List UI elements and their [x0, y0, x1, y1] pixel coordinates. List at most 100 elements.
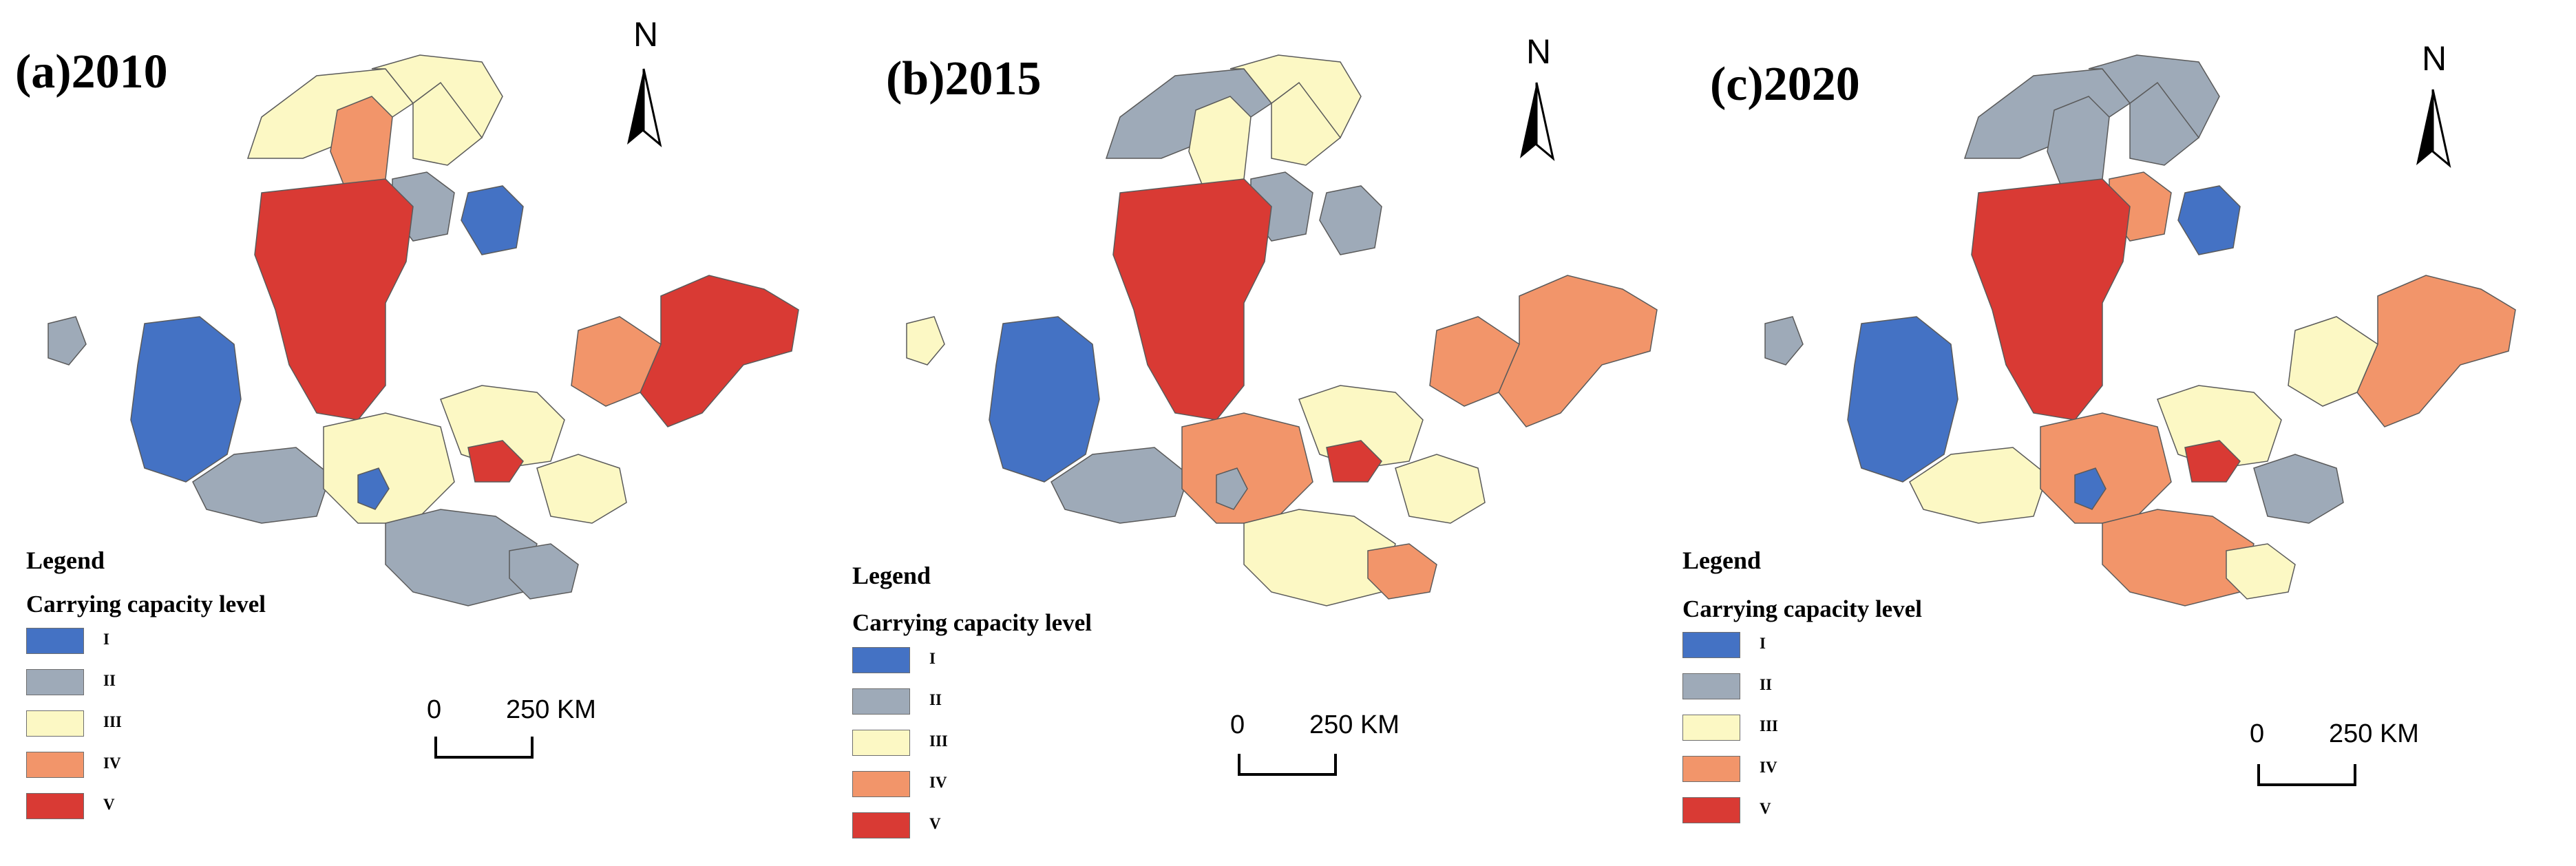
- north-arrow: [627, 68, 662, 147]
- region-central-big: [1971, 178, 2131, 421]
- scale-bar: [1238, 754, 1337, 776]
- map-panel-2020: (c)2020 N Legend Carrying capacity level…: [1682, 0, 2575, 866]
- swatch-ii: [26, 669, 84, 695]
- region-southeast-tail: [2253, 454, 2344, 524]
- legend-label-ii: II: [103, 672, 116, 689]
- swatch-v: [1682, 797, 1740, 823]
- map-panel-2010: (a)2010 N Legend Carrying capacity level…: [0, 0, 858, 866]
- north-label: N: [2422, 39, 2447, 78]
- north-label: N: [633, 15, 659, 54]
- scale-label-distance: 250 KM: [1309, 710, 1400, 739]
- region-central-big: [1112, 178, 1272, 421]
- swatch-iii: [852, 730, 910, 756]
- region-ne-corner: [1319, 185, 1382, 255]
- map-canvas: [906, 54, 1658, 776]
- legend-label-iii: III: [103, 713, 122, 730]
- panel-title: (b)2015: [886, 52, 1042, 105]
- north-arrow: [2416, 89, 2451, 168]
- legend-label-iii: III: [1760, 717, 1778, 735]
- legend-label-v: V: [103, 796, 115, 813]
- map-panel-2015: (b)2015 N Legend Carrying capacity level…: [852, 0, 1717, 866]
- map-canvas: [1764, 54, 2516, 786]
- legend-label-i: I: [103, 631, 109, 648]
- region-southwest: [192, 447, 331, 524]
- legend-label-iii: III: [929, 732, 948, 750]
- region-north-tall: [1188, 96, 1252, 187]
- region-se-small: [1367, 543, 1437, 600]
- swatch-i: [26, 628, 84, 654]
- legend-label-v: V: [1760, 800, 1771, 817]
- swatch-iii: [1682, 715, 1740, 741]
- region-east-inner: [1429, 316, 1520, 407]
- region-east-inner: [2288, 316, 2378, 407]
- map-canvas: [47, 54, 799, 759]
- regions-group: [1764, 54, 2516, 606]
- swatch-iii: [26, 710, 84, 737]
- panel-title: (c)2020: [1710, 58, 1860, 111]
- region-southwest: [1909, 447, 2048, 524]
- region-southeast-tail: [536, 454, 627, 524]
- swatch-iv: [1682, 756, 1740, 782]
- swatch-i: [852, 647, 910, 673]
- region-tiny-blue: [1216, 467, 1248, 510]
- region-southeast-tail: [1395, 454, 1486, 524]
- region-north-peak: [1229, 54, 1362, 139]
- region-west-island: [1764, 316, 1804, 366]
- legend-label-ii: II: [929, 691, 942, 708]
- north-arrow: [1520, 82, 1555, 161]
- region-west-big: [130, 316, 242, 483]
- scale-label-zero: 0: [427, 695, 442, 724]
- scale-bar: [2257, 764, 2356, 786]
- swatch-iv: [852, 771, 910, 797]
- region-tiny-blue: [357, 467, 390, 510]
- swatch-v: [26, 793, 84, 819]
- region-central-big: [254, 178, 414, 421]
- regions-group: [906, 54, 1658, 606]
- legend-label-iv: IV: [1760, 759, 1777, 776]
- legend-label-i: I: [929, 650, 936, 667]
- region-se-small: [2226, 543, 2296, 600]
- legend-subtitle: Carrying capacity level: [852, 609, 1092, 636]
- scale-label-zero: 0: [1230, 710, 1245, 739]
- region-west-island: [47, 316, 87, 366]
- region-inner-hot: [2184, 440, 2241, 483]
- region-inner-hot: [1326, 440, 1382, 483]
- swatch-ii: [1682, 673, 1740, 699]
- region-tiny-blue: [2074, 467, 2107, 510]
- region-se-small: [509, 543, 579, 600]
- legend-subtitle: Carrying capacity level: [26, 591, 266, 617]
- legend-label-iv: IV: [103, 754, 121, 772]
- region-east-coast: [1498, 275, 1658, 427]
- swatch-ii: [852, 688, 910, 715]
- region-south-center: [2040, 412, 2172, 524]
- legend-label-ii: II: [1760, 676, 1772, 693]
- swatch-i: [1682, 632, 1740, 658]
- region-north-peak: [371, 54, 503, 139]
- legend-title: Legend: [852, 562, 931, 589]
- region-north-tall: [2047, 96, 2110, 187]
- region-southwest: [1051, 447, 1190, 524]
- legend-label-i: I: [1760, 635, 1766, 652]
- scale-label-distance: 250 KM: [2329, 719, 2419, 748]
- region-west-big: [989, 316, 1100, 483]
- region-east-coast: [2356, 275, 2516, 427]
- region-inner-hot: [467, 440, 524, 483]
- scale-bar: [434, 737, 534, 759]
- region-south-center: [323, 412, 455, 524]
- panel-title: (a)2010: [15, 45, 168, 98]
- regions-group: [47, 54, 799, 606]
- legend-label-iv: IV: [929, 774, 947, 791]
- scale-label-zero: 0: [2250, 719, 2265, 748]
- legend-title: Legend: [26, 547, 105, 574]
- legend-subtitle: Carrying capacity level: [1682, 595, 1922, 622]
- region-east-inner: [571, 316, 662, 407]
- swatch-v: [852, 812, 910, 838]
- region-north-peak: [2088, 54, 2220, 139]
- region-north-tall: [330, 96, 393, 187]
- region-south-center: [1181, 412, 1313, 524]
- region-ne-corner: [2177, 185, 2241, 255]
- region-west-big: [1847, 316, 1959, 483]
- swatch-iv: [26, 752, 84, 778]
- region-east-coast: [640, 275, 799, 427]
- north-label: N: [1526, 32, 1552, 71]
